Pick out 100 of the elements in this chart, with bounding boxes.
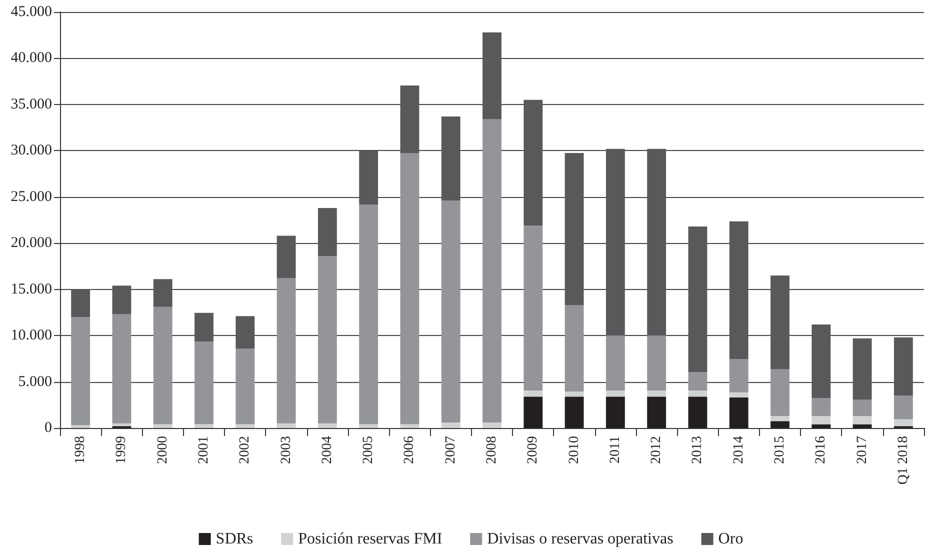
bar xyxy=(647,148,666,336)
x-tick-label: 1999 xyxy=(114,436,130,464)
legend-label: SDRs xyxy=(216,530,254,548)
bar xyxy=(564,391,584,397)
bar xyxy=(812,424,831,428)
y-tick-label: 35.000 xyxy=(10,96,52,112)
x-tick-label: 2001 xyxy=(196,436,212,464)
x-tick-label: 2012 xyxy=(649,436,664,464)
bar xyxy=(236,424,255,428)
bar xyxy=(482,119,502,422)
bar xyxy=(482,422,502,428)
x-tick-label: 2004 xyxy=(320,436,335,464)
bar xyxy=(318,423,337,428)
bar xyxy=(688,226,708,372)
bar xyxy=(71,425,90,428)
bar xyxy=(812,398,831,416)
x-tick-label: 2007 xyxy=(443,436,458,464)
x-tick-label: 2015 xyxy=(772,436,788,464)
x-tick-label: 2013 xyxy=(690,436,706,464)
x-tick-label: 2003 xyxy=(278,436,294,464)
bar xyxy=(770,416,790,422)
bar xyxy=(276,236,296,278)
bar xyxy=(812,324,831,398)
bar xyxy=(770,369,790,416)
bar xyxy=(688,372,708,391)
bar xyxy=(729,221,748,360)
y-tick-label: 5.000 xyxy=(18,374,52,390)
y-tick-label: 25.000 xyxy=(10,188,52,205)
x-tick-label: 2008 xyxy=(484,436,500,464)
x-tick-label: 2014 xyxy=(731,436,746,464)
bar xyxy=(112,286,132,314)
bar xyxy=(606,148,625,336)
bar xyxy=(852,338,872,400)
bar xyxy=(524,396,543,428)
bar xyxy=(524,100,543,226)
legend-label: Posición reservas FMI xyxy=(298,530,442,548)
bar xyxy=(564,305,584,392)
x-tick-label: 2006 xyxy=(402,436,418,464)
bar xyxy=(852,400,872,416)
bar xyxy=(112,314,132,424)
x-tick-label: 2016 xyxy=(814,436,829,464)
y-tick-label: 20.000 xyxy=(10,235,52,252)
bar xyxy=(606,396,625,428)
x-tick-label: 2017 xyxy=(854,436,870,464)
bar xyxy=(194,342,214,424)
bar xyxy=(606,336,625,391)
bar xyxy=(770,275,790,370)
legend-label: Divisas o reservas operativas xyxy=(487,530,674,548)
x-tick-label: 1998 xyxy=(73,436,88,464)
bar xyxy=(276,278,296,424)
bar xyxy=(441,422,460,428)
bar xyxy=(318,256,337,424)
x-tick-label: 2011 xyxy=(608,436,623,464)
x-tick-label: 2010 xyxy=(566,436,582,464)
bar xyxy=(852,416,872,424)
x-tick-label: 2009 xyxy=(526,436,541,464)
bar xyxy=(441,200,460,422)
y-tick-label: 0 xyxy=(44,420,52,436)
bar xyxy=(276,423,296,428)
y-tick-label: 15.000 xyxy=(10,281,52,298)
bar xyxy=(153,279,172,307)
bar xyxy=(359,150,378,205)
bar xyxy=(359,424,378,428)
bar xyxy=(729,397,748,428)
bar xyxy=(194,312,214,342)
bar xyxy=(524,226,543,391)
bar xyxy=(524,390,543,397)
bar xyxy=(647,390,666,397)
y-tick-label: 10.000 xyxy=(10,328,52,344)
bar xyxy=(400,424,420,428)
y-tick-label: 30.000 xyxy=(10,142,52,159)
bar xyxy=(359,204,378,424)
bar xyxy=(729,392,748,398)
bar xyxy=(441,116,460,201)
bar xyxy=(564,152,584,306)
y-tick-label: 40.000 xyxy=(10,50,52,66)
bar xyxy=(852,424,872,428)
bar xyxy=(729,359,748,392)
bar xyxy=(812,416,831,424)
x-tick-label: 2005 xyxy=(361,436,376,464)
bar xyxy=(564,396,584,428)
bar xyxy=(71,317,90,426)
bar xyxy=(153,306,172,424)
bar xyxy=(400,85,420,153)
legend-label: Oro xyxy=(718,530,744,548)
x-tick-label: 2002 xyxy=(238,436,253,464)
x-tick-label: 2000 xyxy=(155,436,170,464)
bar xyxy=(482,32,502,120)
bar xyxy=(606,390,625,397)
bar xyxy=(153,424,172,428)
bar xyxy=(770,421,790,428)
bar xyxy=(236,348,255,424)
bar xyxy=(647,336,666,391)
bar xyxy=(894,396,913,420)
bar xyxy=(236,316,255,348)
bar xyxy=(647,396,666,428)
bar xyxy=(894,337,913,396)
bar xyxy=(894,419,913,426)
bar xyxy=(400,152,420,424)
bar xyxy=(688,396,708,428)
